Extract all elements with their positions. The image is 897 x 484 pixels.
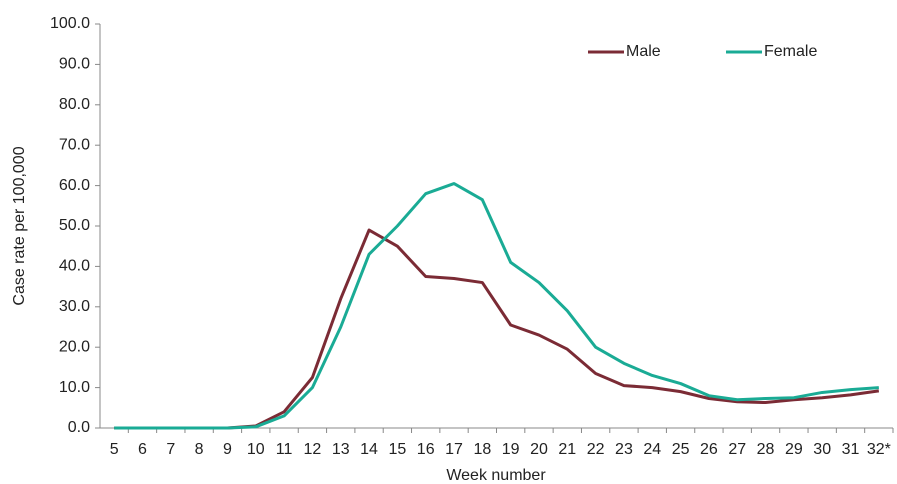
legend-label: Male xyxy=(626,43,661,60)
x-tick-label: 15 xyxy=(388,441,406,458)
x-tick-label: 11 xyxy=(276,441,293,458)
y-tick-label: 0.0 xyxy=(68,419,90,436)
x-tick-label: 13 xyxy=(332,441,350,458)
y-tick-label: 20.0 xyxy=(59,338,90,355)
x-tick-label: 10 xyxy=(247,441,265,458)
y-tick-label: 30.0 xyxy=(59,298,90,315)
x-tick-label: 9 xyxy=(223,441,232,458)
x-tick-label: 32* xyxy=(867,441,891,458)
x-tick-label: 16 xyxy=(417,441,435,458)
x-tick-label: 17 xyxy=(445,441,463,458)
x-tick-label: 25 xyxy=(672,441,690,458)
x-tick-label: 12 xyxy=(304,441,322,458)
y-tick-label: 70.0 xyxy=(59,136,90,153)
y-axis-title: Case rate per 100,000 xyxy=(11,146,28,305)
x-axis-title: Week number xyxy=(446,467,546,484)
x-tick-label: 28 xyxy=(757,441,775,458)
x-tick-label: 26 xyxy=(700,441,718,458)
y-tick-label: 100.0 xyxy=(50,15,90,32)
x-tick-label: 5 xyxy=(110,441,119,458)
x-tick-label: 30 xyxy=(813,441,831,458)
x-tick-label: 21 xyxy=(558,441,576,458)
y-tick-label: 40.0 xyxy=(59,258,90,275)
legend-label: Female xyxy=(764,43,817,60)
y-tick-label: 80.0 xyxy=(59,96,90,113)
y-tick-label: 10.0 xyxy=(59,379,90,396)
x-tick-label: 29 xyxy=(785,441,803,458)
x-tick-label: 31 xyxy=(842,441,860,458)
x-tick-label: 18 xyxy=(473,441,491,458)
x-tick-label: 7 xyxy=(166,441,175,458)
x-tick-label: 22 xyxy=(587,441,605,458)
x-tick-label: 27 xyxy=(728,441,746,458)
x-tick-label: 23 xyxy=(615,441,633,458)
y-tick-label: 60.0 xyxy=(59,177,90,194)
series-line xyxy=(114,182,879,430)
y-tick-label: 90.0 xyxy=(59,56,90,73)
x-tick-label: 20 xyxy=(530,441,548,458)
x-tick-label: 6 xyxy=(138,441,147,458)
x-tick-label: 14 xyxy=(360,441,378,458)
x-tick-label: 24 xyxy=(643,441,661,458)
x-tick-label: 19 xyxy=(502,441,520,458)
x-tick-label: 8 xyxy=(195,441,204,458)
y-tick-label: 50.0 xyxy=(59,217,90,234)
